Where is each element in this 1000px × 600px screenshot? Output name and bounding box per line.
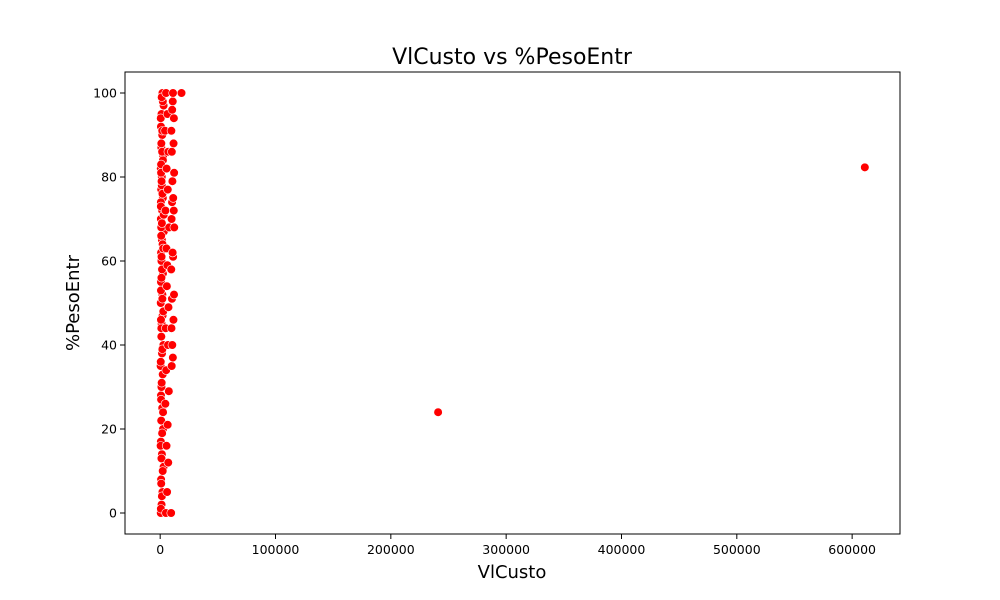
- data-point: [168, 315, 179, 325]
- data-point: [167, 105, 177, 115]
- x-tick-label: 100000: [252, 542, 300, 557]
- y-tick-label: 0: [109, 506, 117, 521]
- y-tick-label: 80: [101, 170, 117, 185]
- data-point: [161, 441, 172, 451]
- plot-frame: [124, 71, 901, 535]
- data-point: [157, 428, 167, 438]
- data-point: [156, 113, 166, 123]
- data-point: [163, 458, 173, 468]
- y-tick-label: 60: [101, 254, 117, 269]
- data-point: [860, 162, 870, 172]
- data-point: [167, 340, 177, 350]
- x-tick-label: 600000: [828, 542, 876, 557]
- data-point: [166, 214, 177, 224]
- data-point: [176, 88, 187, 98]
- data-point: [156, 231, 166, 241]
- data-point: [169, 113, 179, 123]
- data-point: [169, 168, 179, 178]
- data-point: [168, 193, 178, 203]
- data-point: [168, 138, 179, 148]
- data-point: [156, 357, 166, 367]
- x-tick-label: 400000: [598, 542, 646, 557]
- x-tick-label: 200000: [367, 542, 415, 557]
- x-tick-label: 500000: [713, 542, 761, 557]
- data-point: [157, 378, 167, 388]
- data-point: [156, 176, 167, 186]
- data-point: [167, 176, 177, 186]
- data-point: [166, 323, 177, 333]
- data-point: [163, 185, 173, 195]
- data-point: [169, 206, 179, 216]
- points-layer: [156, 88, 870, 518]
- data-point: [158, 407, 168, 417]
- data-point: [166, 126, 176, 136]
- data-point: [163, 302, 174, 312]
- x-tick-label: 300000: [482, 542, 530, 557]
- data-point: [156, 252, 167, 262]
- data-point: [168, 353, 178, 363]
- data-point: [157, 294, 167, 304]
- data-point: [164, 386, 174, 396]
- data-point: [166, 508, 176, 518]
- data-point: [157, 218, 167, 228]
- data-point: [433, 407, 443, 417]
- data-point: [167, 147, 177, 157]
- data-point: [156, 479, 166, 489]
- data-point: [169, 222, 179, 232]
- data-point: [168, 96, 178, 106]
- y-tick-label: 100: [93, 86, 117, 101]
- data-point: [156, 273, 167, 283]
- data-point: [162, 281, 172, 291]
- data-point: [166, 264, 176, 275]
- data-point: [160, 399, 170, 409]
- x-axis: 0 100000 200000 300000 400000 500000 600000: [156, 534, 876, 557]
- data-point: [156, 453, 167, 464]
- data-point: [158, 466, 168, 476]
- y-tick-label: 20: [101, 422, 117, 437]
- y-axis-label: %PesoEntr: [63, 254, 84, 351]
- chart-title: VlCusto vs %PesoEntr: [392, 45, 633, 70]
- data-point: [168, 88, 178, 98]
- data-point: [163, 420, 173, 430]
- y-axis: 0 20 40 60 80 100: [93, 86, 125, 521]
- y-tick-label: 40: [101, 338, 117, 353]
- data-point: [156, 138, 166, 148]
- x-axis-label: VlCusto: [478, 562, 547, 583]
- data-point: [156, 315, 166, 325]
- data-point: [167, 361, 177, 371]
- x-tick-label: 0: [156, 542, 164, 557]
- data-point: [156, 332, 166, 342]
- data-point: [168, 248, 178, 258]
- data-point: [160, 206, 171, 216]
- data-point: [169, 290, 179, 300]
- data-point: [162, 164, 172, 174]
- data-point: [162, 487, 172, 497]
